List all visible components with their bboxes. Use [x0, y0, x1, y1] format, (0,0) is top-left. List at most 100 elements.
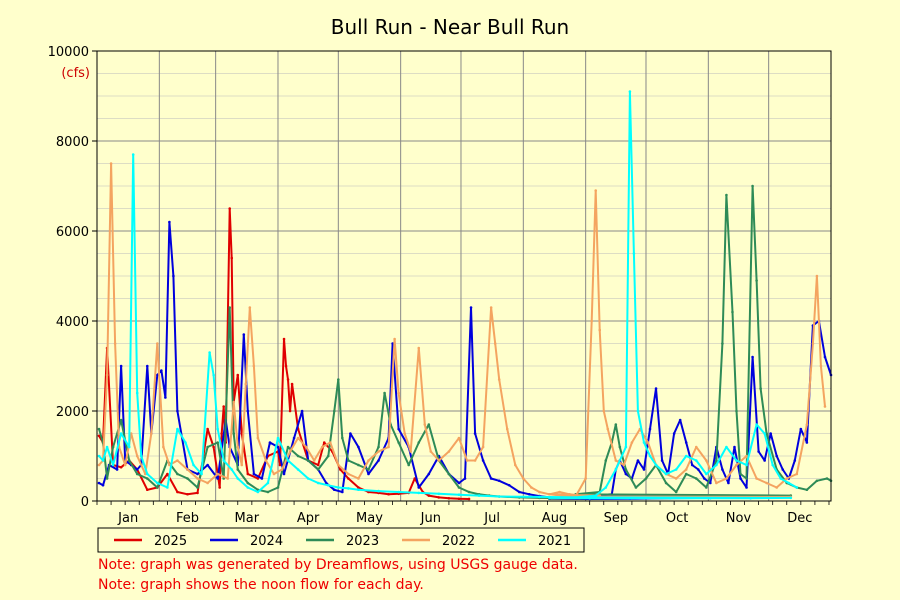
data-point [437, 496, 441, 499]
data-point [437, 459, 441, 462]
data-point [725, 193, 728, 197]
data-point [465, 459, 469, 462]
data-point [326, 483, 330, 487]
data-point [397, 441, 400, 444]
data-point [186, 468, 189, 471]
x-month-label: Dec [787, 511, 812, 526]
data-point [636, 409, 640, 413]
data-point [799, 427, 803, 431]
data-point [481, 445, 485, 449]
data-point [819, 364, 823, 368]
data-point [417, 486, 421, 489]
data-point [785, 477, 789, 480]
data-point [795, 472, 799, 476]
y-axis: 0 2000 4000 6000 8000 10000 [48, 45, 97, 510]
note-gauge-source: Note: graph was generated by Dreamflows,… [98, 557, 578, 573]
data-point [252, 472, 256, 476]
data-point [357, 486, 360, 489]
data-point [751, 355, 754, 359]
data-point [765, 432, 768, 435]
data-point [230, 256, 234, 260]
data-point [149, 432, 153, 435]
data-point [417, 441, 421, 444]
data-point [628, 497, 632, 500]
data-point [324, 481, 328, 485]
data-point [111, 445, 115, 449]
data-point [604, 486, 608, 489]
data-point [604, 459, 608, 462]
data-point [196, 477, 199, 480]
data-point [787, 481, 791, 485]
data-point [735, 459, 738, 462]
data-point [489, 477, 493, 480]
data-point [119, 432, 123, 435]
data-point [505, 427, 509, 431]
data-point [763, 459, 766, 462]
data-point [156, 342, 159, 345]
data-point [705, 472, 708, 476]
data-point [614, 459, 618, 462]
data-point [781, 468, 785, 471]
data-point [228, 207, 232, 210]
data-point [530, 486, 533, 489]
data-point [779, 477, 783, 480]
data-point [304, 445, 308, 449]
data-point [727, 481, 730, 485]
data-point [648, 427, 652, 431]
data-point [97, 481, 101, 485]
data-point [731, 310, 734, 314]
y-unit-label: (cfs) [61, 66, 90, 81]
data-point [377, 489, 380, 493]
data-point [397, 391, 400, 395]
data-point [429, 450, 433, 453]
data-point [266, 490, 270, 494]
data-point [135, 468, 139, 471]
data-point [684, 441, 688, 444]
data-point [222, 459, 225, 462]
data-point [403, 432, 406, 435]
data-point [97, 454, 101, 458]
data-point [393, 337, 396, 341]
data-point [755, 279, 758, 282]
data-point [674, 477, 678, 480]
data-point [282, 337, 286, 341]
data-point [286, 459, 290, 462]
legend-label: 2023 [346, 534, 379, 549]
data-point [208, 351, 211, 354]
x-axis: Jan Feb Mar Apr May Jun Jul Aug Sep Oct Nov Dec [96, 501, 830, 526]
data-point [357, 477, 360, 480]
data-point [176, 459, 179, 462]
legend: 2025 2024 2023 2022 2021 [97, 527, 585, 553]
x-month-label: Jul [483, 511, 500, 526]
data-point [584, 477, 587, 480]
data-point [196, 491, 199, 495]
data-point [156, 486, 159, 489]
data-point [252, 364, 256, 368]
data-point [119, 364, 123, 368]
data-point [733, 445, 736, 449]
data-point [105, 477, 109, 480]
data-point [290, 382, 294, 386]
data-point [614, 468, 618, 471]
data-point [823, 355, 827, 359]
data-point [745, 477, 748, 480]
data-point [296, 468, 300, 471]
data-point [598, 494, 602, 497]
data-point [409, 450, 413, 453]
data-point [705, 459, 708, 462]
data-point [316, 463, 320, 467]
data-point [447, 450, 451, 453]
data-point [696, 468, 700, 471]
data-point [166, 472, 169, 476]
data-point [594, 494, 598, 497]
data-point [347, 472, 350, 476]
data-point [176, 427, 179, 431]
data-point [276, 486, 280, 489]
data-point [296, 436, 300, 440]
data-point [467, 490, 471, 494]
data-point [357, 463, 360, 467]
data-point [246, 481, 250, 485]
data-point [316, 468, 320, 471]
data-point [473, 432, 477, 435]
